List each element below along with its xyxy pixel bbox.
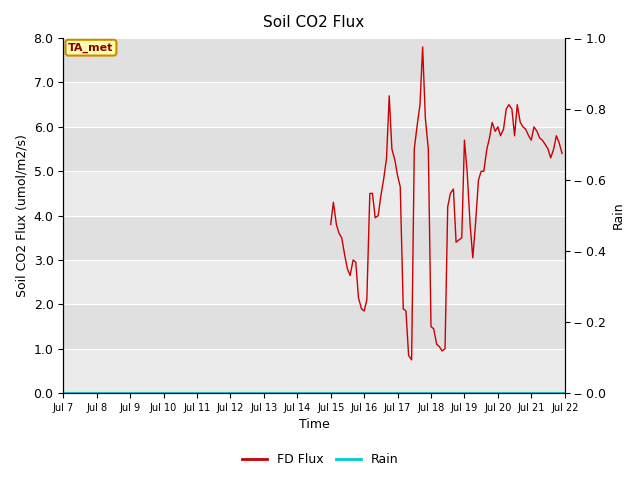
Text: TA_met: TA_met: [68, 43, 114, 53]
Bar: [63, 304, 564, 349]
Bar: [63, 127, 564, 171]
Bar: [63, 83, 564, 127]
Bar: [63, 38, 564, 83]
Y-axis label: Soil CO2 Flux (umol/m2/s): Soil CO2 Flux (umol/m2/s): [15, 134, 28, 297]
Legend: FD Flux, Rain: FD Flux, Rain: [237, 448, 403, 471]
Bar: [63, 171, 564, 216]
Title: Soil CO2 Flux: Soil CO2 Flux: [264, 15, 365, 30]
X-axis label: Time: Time: [299, 419, 330, 432]
Bar: [63, 349, 564, 393]
Bar: [63, 216, 564, 260]
Y-axis label: Rain: Rain: [612, 202, 625, 229]
Bar: [63, 260, 564, 304]
